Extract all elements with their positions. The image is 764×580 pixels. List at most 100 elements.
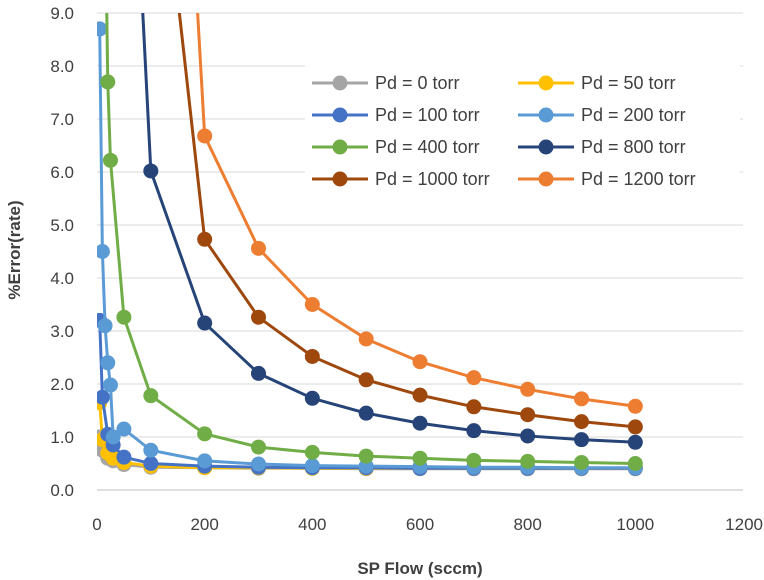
legend-swatch-marker	[538, 139, 554, 155]
legend-swatch-marker	[332, 171, 348, 187]
legend-box	[305, 65, 740, 195]
legend-swatch-marker	[538, 171, 554, 187]
data-point	[627, 419, 643, 435]
data-point	[251, 456, 266, 472]
x-tick-label: 200	[190, 515, 218, 534]
data-point	[574, 454, 589, 470]
legend-label: Pd = 50 torr	[581, 73, 676, 93]
data-point	[358, 448, 374, 464]
data-point	[197, 453, 213, 469]
series-line-entry	[105, 13, 110, 82]
data-point	[116, 421, 132, 437]
data-point	[412, 354, 428, 370]
legend-item: Pd = 200 torr	[518, 105, 686, 125]
x-tick-label: 600	[406, 515, 434, 534]
data-point	[520, 381, 536, 397]
data-point	[304, 458, 320, 474]
series-line	[149, 170, 636, 444]
series-line-entry	[141, 13, 153, 172]
legend-label: Pd = 400 torr	[375, 137, 480, 157]
y-tick-label: 0.0	[50, 481, 74, 500]
data-point	[358, 405, 374, 421]
y-tick-label: 9.0	[50, 4, 74, 23]
y-tick-label: 2.0	[50, 375, 74, 394]
data-point	[574, 432, 589, 448]
data-point	[304, 390, 320, 406]
x-tick-label: 1000	[616, 515, 654, 534]
legend-item: Pd = 800 torr	[518, 137, 686, 157]
legend-label: Pd = 200 torr	[581, 105, 686, 125]
data-point	[97, 318, 113, 334]
y-tick-label: 1.0	[50, 428, 74, 447]
series-4	[100, 13, 643, 471]
data-point	[412, 450, 428, 466]
data-point	[143, 456, 159, 471]
legend: Pd = 0 torr Pd = 50 torr Pd = 100 torr Pd =…	[305, 65, 740, 195]
y-tick-label: 3.0	[50, 322, 74, 341]
series-line-entry	[177, 13, 207, 240]
data-point	[627, 434, 643, 450]
data-point	[102, 152, 118, 168]
legend-label: Pd = 100 torr	[375, 105, 480, 125]
legend-item: Pd = 1200 torr	[518, 169, 696, 189]
data-point	[574, 391, 589, 407]
x-axis-title: SP Flow (sccm)	[357, 559, 482, 578]
data-point	[97, 389, 110, 405]
y-tick-label: 5.0	[50, 216, 74, 235]
data-point	[358, 331, 374, 347]
data-point	[197, 315, 213, 331]
data-point	[412, 415, 428, 431]
data-point	[251, 309, 266, 325]
legend-swatch-marker	[332, 75, 348, 91]
data-point	[304, 444, 320, 460]
data-point	[100, 355, 116, 371]
data-point	[466, 370, 482, 386]
legend-label: Pd = 800 torr	[581, 137, 686, 157]
data-point	[627, 398, 643, 414]
data-point	[304, 297, 320, 312]
y-tick-labels: 0.0 1.0 2.0 3.0 4.0 5.0 6.0 7.0 8.0 9.0	[50, 4, 74, 500]
data-point	[97, 244, 110, 259]
legend-item: Pd = 50 torr	[518, 73, 676, 93]
data-point	[143, 388, 159, 404]
data-point	[102, 377, 118, 393]
x-tick-labels: 0 200 400 600 800 1000 1200	[92, 515, 763, 534]
series-group	[97, 13, 643, 477]
data-point	[466, 452, 482, 468]
legend-item: Pd = 400 torr	[312, 137, 480, 157]
legend-item: Pd = 1000 torr	[312, 169, 490, 189]
legend-label: Pd = 1200 torr	[581, 169, 696, 189]
x-tick-label: 1200	[725, 515, 763, 534]
legend-swatch-marker	[332, 139, 348, 155]
data-point	[105, 429, 121, 445]
legend-item: Pd = 100 torr	[312, 105, 480, 125]
data-point	[520, 428, 536, 444]
y-axis-title: %Error(rate)	[5, 200, 24, 299]
data-point	[304, 348, 320, 364]
x-tick-label: 400	[298, 515, 326, 534]
legend-swatch-marker	[538, 107, 554, 123]
data-point	[412, 387, 428, 403]
data-point	[197, 426, 213, 442]
legend-item: Pd = 0 torr	[312, 73, 460, 93]
legend-label: Pd = 0 torr	[375, 73, 460, 93]
data-point	[251, 240, 266, 256]
data-point	[251, 365, 266, 381]
data-point	[466, 399, 482, 415]
series-6	[177, 13, 643, 435]
data-point	[143, 442, 159, 458]
data-point	[116, 309, 132, 325]
series-5	[141, 13, 643, 450]
y-tick-label: 8.0	[50, 57, 74, 76]
legend-swatch-marker	[332, 107, 348, 123]
y-tick-label: 4.0	[50, 269, 74, 288]
series-7	[196, 13, 643, 414]
data-point	[358, 372, 374, 388]
data-point	[627, 456, 643, 471]
data-point	[97, 21, 108, 37]
data-point	[251, 439, 266, 455]
data-point	[116, 449, 132, 465]
legend-swatch-marker	[538, 75, 554, 91]
y-tick-label: 6.0	[50, 163, 74, 182]
